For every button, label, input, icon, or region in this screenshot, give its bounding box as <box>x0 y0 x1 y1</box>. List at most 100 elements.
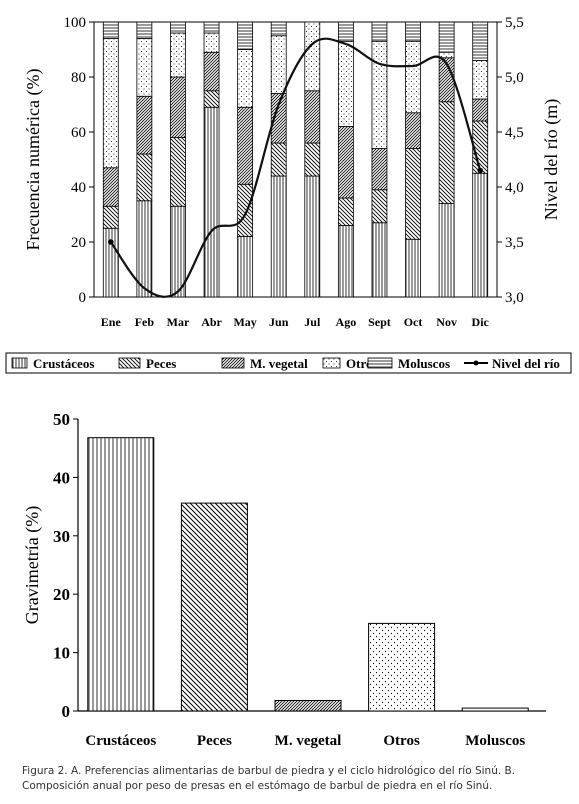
y-tick-label-b: 10 <box>53 644 70 663</box>
y-tick-label-a: 0 <box>79 290 87 306</box>
bar-segment <box>102 38 119 169</box>
bar-segment <box>405 238 421 298</box>
bar-segment <box>237 106 254 185</box>
x-tick-label-a: Feb <box>135 315 155 329</box>
bar-segment <box>472 60 489 100</box>
x-tick-label-a: Abr <box>201 315 222 329</box>
bar-segment <box>170 137 186 207</box>
y2-axis-title-a: Nivel del río (m) <box>541 99 562 220</box>
y-tick-label-b: 0 <box>62 702 71 721</box>
x-tick-label-a: Sept <box>368 315 391 329</box>
bar-segment <box>136 38 153 97</box>
x-tick-label-a: Oct <box>404 315 423 329</box>
bar-segment <box>371 148 388 191</box>
legend-swatch <box>322 357 341 369</box>
bar-segment <box>371 222 388 298</box>
river-level-line <box>107 37 484 298</box>
legend-label: Moluscos <box>398 356 450 371</box>
y2-tick-label-a: 3,5 <box>505 235 524 251</box>
x-tick-label-b: Peces <box>197 733 232 749</box>
chart-b: 0 10 20 30 40 50 Crustáceos Peces M. vegetal Otro… <box>22 410 546 749</box>
bar-segment <box>136 21 153 39</box>
y2-tick-label-a: 5,0 <box>505 70 524 86</box>
bar-segment <box>237 236 254 298</box>
bar-segment <box>472 172 489 298</box>
bar-segment <box>170 21 186 34</box>
y-tick-label-b: 40 <box>53 468 70 487</box>
y-tick-label-b: 20 <box>53 585 70 604</box>
x-tick-label-a: May <box>233 315 256 329</box>
river-level-curve <box>109 37 482 298</box>
bar-segment <box>237 183 254 237</box>
bar-segment <box>371 21 388 42</box>
bar-segment <box>472 120 489 174</box>
bar-segment <box>170 76 186 138</box>
legend-swatch <box>221 357 245 369</box>
x-tick-label-a: Jul <box>304 315 321 329</box>
y2-tick-label-a: 4,0 <box>505 180 524 196</box>
legend-label: M. vegetal <box>250 356 308 371</box>
x-tick-label-a: Mar <box>167 315 190 329</box>
y-tick-label-a: 40 <box>71 180 86 196</box>
bar-segment <box>304 90 321 144</box>
bar-segment <box>438 203 455 298</box>
labels-a: 0 20 40 60 80 100 3,0 3,5 4,0 4,5 5,0 5,5 Ene Feb Mar A… <box>23 15 562 329</box>
bar-segment <box>203 106 220 298</box>
river-level-point <box>107 239 114 245</box>
bar-segment <box>203 32 220 53</box>
y-axis-title-b: Gravimetría (%) <box>22 506 43 624</box>
legend-swatch <box>11 357 28 369</box>
bar-segment <box>270 35 287 94</box>
bar <box>87 437 155 712</box>
bar-segment <box>136 153 153 202</box>
x-tick-label-a: Ene <box>101 315 122 329</box>
y-tick-label-a: 60 <box>71 125 86 141</box>
bar-segment <box>337 126 354 199</box>
bar-segment <box>270 21 287 37</box>
y2-tick-label-a: 3,0 <box>505 290 524 306</box>
bar-segment <box>304 142 321 177</box>
axes-a <box>89 21 502 298</box>
bar-segment <box>337 225 354 298</box>
bar-segment <box>170 32 186 78</box>
legend-swatch <box>118 357 141 369</box>
bar-segment <box>472 21 489 61</box>
caption-line-1: Figura 2. A. Preferencias alimentarias d… <box>22 765 516 777</box>
bar-segment <box>405 21 421 42</box>
chart-a: 0 20 40 60 80 100 3,0 3,5 4,0 4,5 5,0 5,5 Ene Feb Mar A… <box>5 15 572 374</box>
y-tick-label-a: 20 <box>71 235 86 251</box>
y2-tick-label-a: 5,5 <box>505 15 524 31</box>
bar-segment <box>102 21 119 39</box>
bar-segment <box>337 197 354 226</box>
bar-segment <box>102 227 119 298</box>
labels-b: 0 10 20 30 40 50 Crustáceos Peces M. vegetal Otro… <box>22 410 525 749</box>
legend-label: Nivel del río <box>492 356 560 371</box>
x-tick-label-a: Jun <box>269 315 289 329</box>
legend-a: Crustáceos Peces M. vegetal Otros Moluscos Ni… <box>5 352 572 374</box>
x-tick-label-b: Moluscos <box>465 733 525 749</box>
bar <box>274 699 342 712</box>
river-level-point <box>477 167 484 174</box>
bars-b <box>87 437 529 712</box>
x-tick-label-b: Crustáceos <box>85 733 156 749</box>
bars-a <box>102 21 489 298</box>
x-tick-label-b: M. vegetal <box>275 733 342 749</box>
bar-segment <box>102 167 119 207</box>
y-tick-label-a: 80 <box>71 70 86 86</box>
bar-segment <box>405 112 421 149</box>
y-tick-label-a: 100 <box>64 15 87 31</box>
bar-segment <box>304 21 321 92</box>
bar-segment <box>438 101 455 204</box>
bar-segment <box>472 98 489 122</box>
bar-segment <box>405 148 421 240</box>
y-tick-label-b: 30 <box>53 527 70 546</box>
legend-box-a <box>5 352 572 374</box>
plot-frame-a <box>93 21 498 298</box>
bar-segment <box>337 40 354 127</box>
legend-line-marker <box>473 360 479 366</box>
bar-segment <box>337 21 354 42</box>
bar-segment <box>438 21 455 53</box>
bar-segment <box>203 21 220 34</box>
bar-segment <box>203 90 220 108</box>
figure-caption: Figura 2. A. Preferencias alimentarias d… <box>22 764 567 794</box>
